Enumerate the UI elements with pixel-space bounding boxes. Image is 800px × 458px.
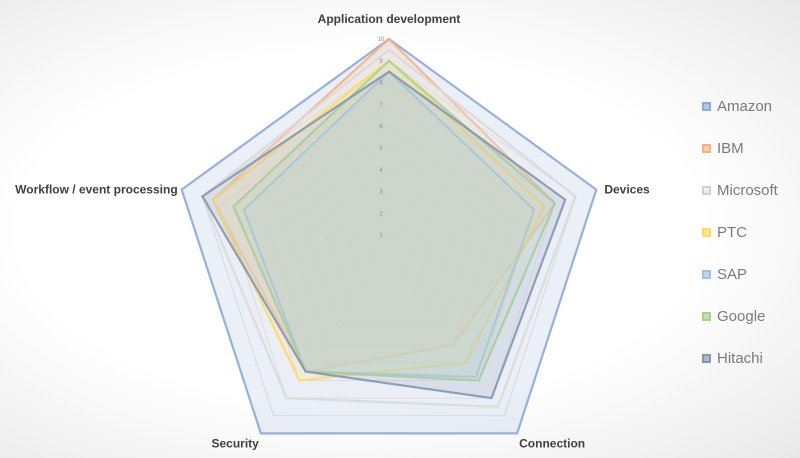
tick-label: 3 [379, 190, 383, 196]
gridline-ring [326, 191, 452, 311]
legend-item-google: Google [702, 306, 798, 327]
gridline-ring [222, 82, 556, 399]
legend-swatch [702, 102, 711, 111]
gridline-ring [264, 125, 514, 364]
tick-label: 4 [379, 168, 383, 174]
series-google-polygon [232, 59, 557, 382]
gridline-ring [243, 103, 535, 381]
gridline-ring [367, 234, 411, 276]
series-sap-polygon [242, 70, 536, 379]
legend-item-microsoft: Microsoft [702, 180, 798, 201]
legend-swatch [702, 186, 711, 195]
radar-tick-labels: 1 2 3 4 5 6 7 8 9 10 [378, 37, 385, 239]
legend-label: IBM [717, 140, 744, 157]
legend-swatch [702, 312, 711, 321]
axis-label-5: Workflow / event processing [15, 183, 177, 197]
legend-item-ibm: IBM [702, 138, 798, 159]
gridline-ring [284, 147, 494, 346]
radar-series [180, 37, 598, 435]
legend-label: SAP [717, 266, 748, 283]
legend-item-hitachi: Hitachi [702, 348, 798, 369]
legend-swatch [702, 354, 711, 363]
legend-label: Microsoft [717, 182, 778, 199]
legend-swatch [702, 228, 711, 237]
tick-label: 7 [379, 102, 383, 108]
gridline-ring [347, 212, 431, 293]
tick-label: 1 [379, 233, 383, 239]
gridline-ring [305, 169, 473, 328]
axis-label-4: Security [212, 436, 260, 450]
legend-item-amazon: Amazon [702, 96, 798, 117]
tick-label: 5 [379, 146, 383, 152]
axis-label-2: Devices [604, 183, 650, 197]
legend-label: Google [717, 308, 766, 325]
legend: Amazon IBM Microsoft PTC SAP Google Hitachi [702, 96, 798, 390]
axis-label-3: Connection [519, 436, 585, 450]
radar-axis-labels: Application development Devices Connection… [15, 12, 650, 450]
legend-swatch [702, 270, 711, 279]
series-hitachi-polygon [200, 70, 567, 400]
gridline-ring [201, 60, 577, 417]
legend-label: PTC [717, 224, 747, 241]
tick-label: 6 [379, 124, 383, 130]
tick-label: 10 [378, 37, 385, 43]
legend-item-sap: SAP [702, 264, 798, 285]
legend-item-ptc: PTC [702, 222, 798, 243]
tick-label: 2 [379, 211, 383, 217]
legend-label: Amazon [717, 98, 773, 115]
legend-label: Hitachi [717, 350, 763, 367]
tick-label: 9 [379, 59, 383, 65]
legend-swatch [702, 144, 711, 153]
tick-label: 8 [379, 81, 383, 87]
axis-label-1: Application development [318, 12, 461, 26]
